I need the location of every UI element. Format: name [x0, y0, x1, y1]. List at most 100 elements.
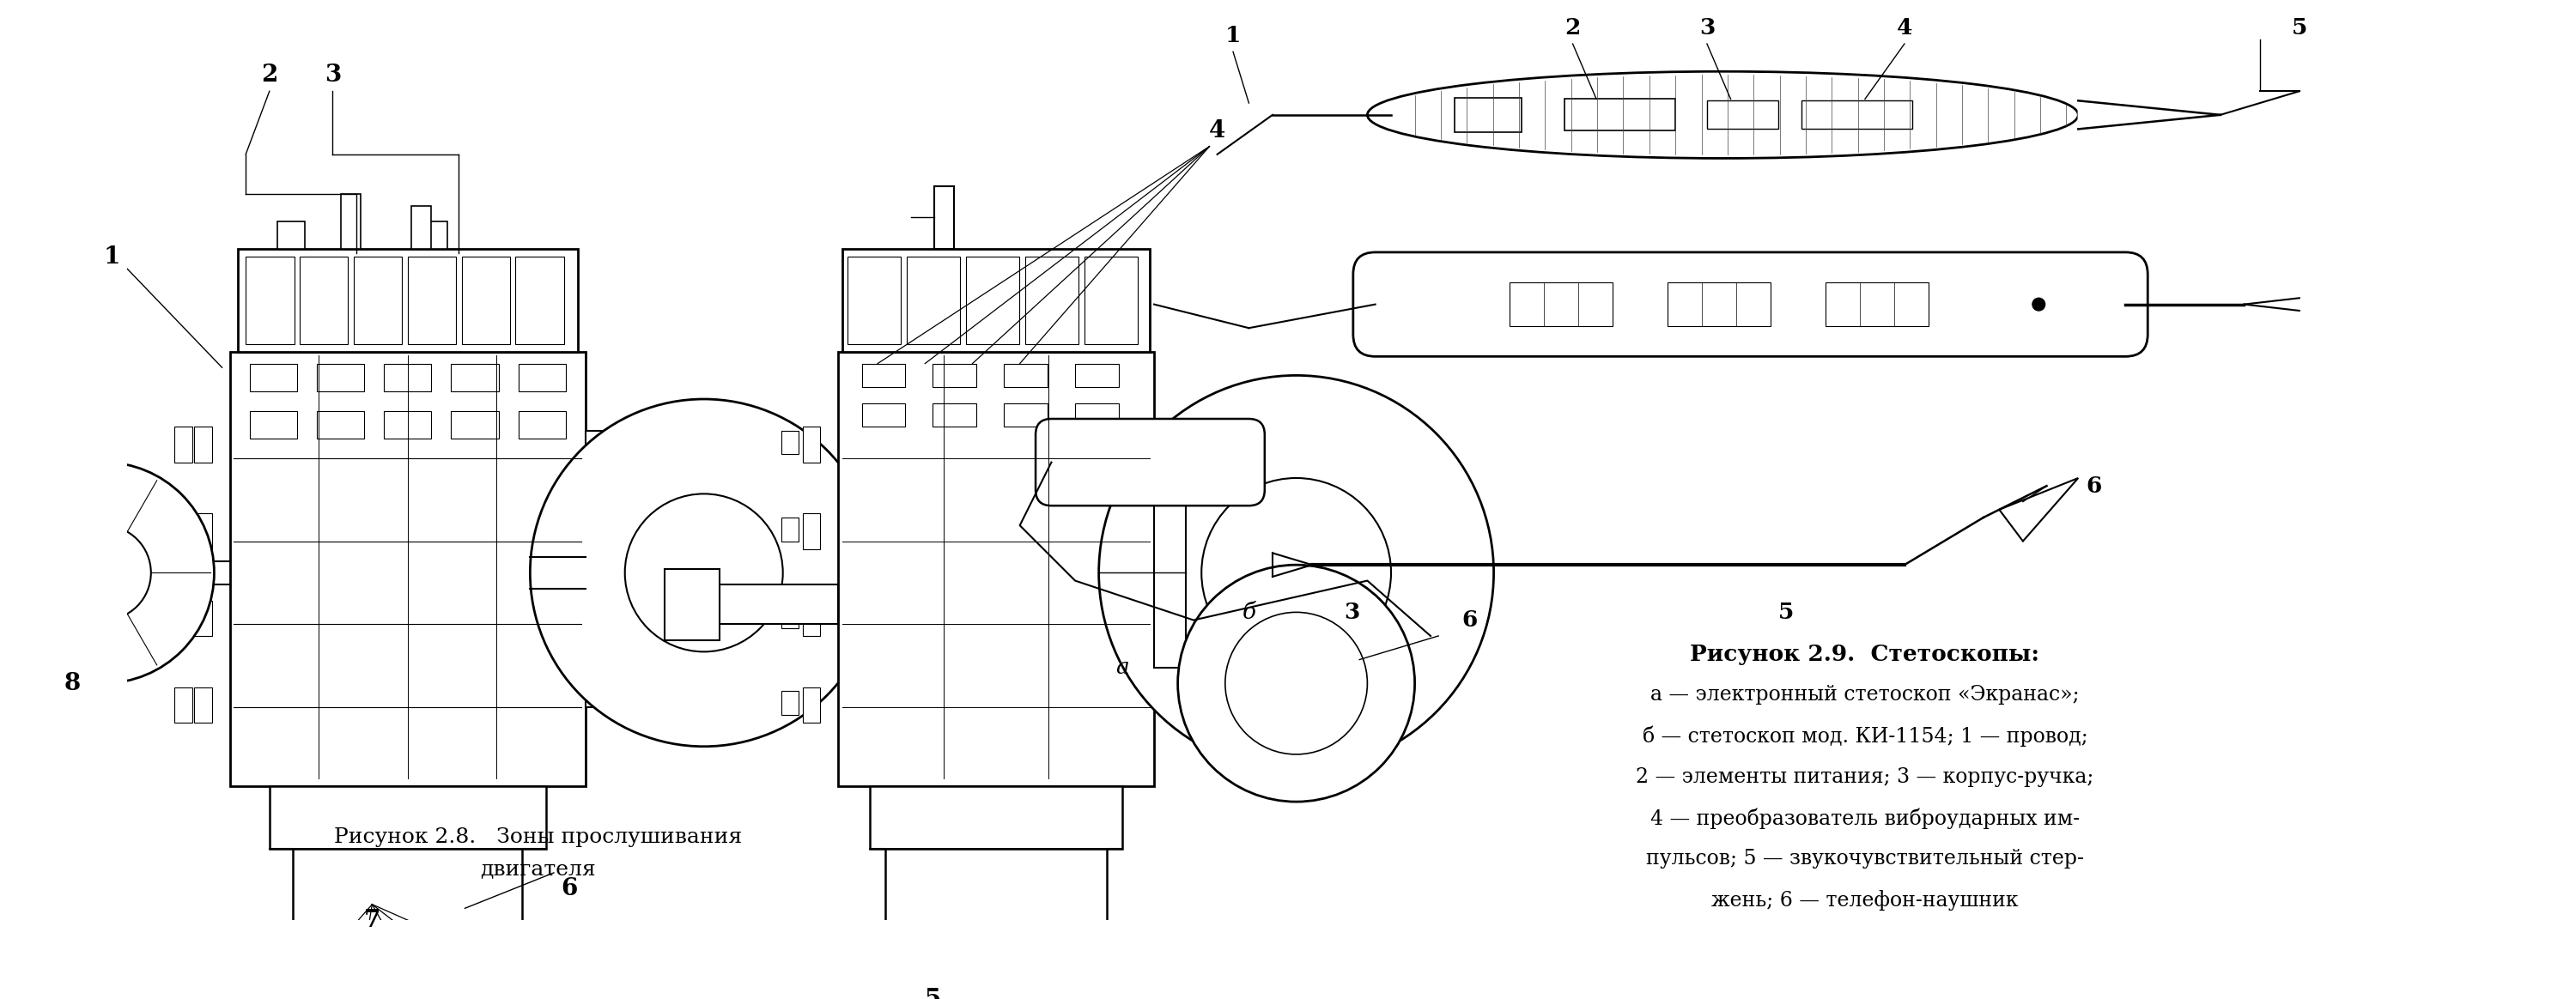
- Bar: [353, 257, 402, 344]
- Bar: [518, 411, 567, 439]
- Bar: [863, 403, 904, 427]
- Circle shape: [1226, 612, 1368, 754]
- Bar: [966, 257, 1020, 344]
- Bar: [781, 517, 799, 541]
- Bar: [781, 691, 799, 715]
- Bar: [665, 568, 719, 640]
- Circle shape: [626, 494, 783, 651]
- Bar: [1801, 101, 1911, 129]
- Text: 3: 3: [1345, 601, 1360, 623]
- Text: 4: 4: [1896, 17, 1911, 39]
- Bar: [1005, 403, 1048, 427]
- Bar: [907, 257, 961, 344]
- Bar: [461, 257, 510, 344]
- Text: 4 — преобразователь виброударных им-: 4 — преобразователь виброударных им-: [1651, 808, 2079, 829]
- Ellipse shape: [1368, 72, 2079, 158]
- Bar: [294, 849, 523, 967]
- Text: 1: 1: [1226, 25, 1242, 47]
- Bar: [278, 222, 304, 249]
- Bar: [781, 604, 799, 628]
- Bar: [193, 513, 211, 549]
- Bar: [719, 584, 837, 624]
- Bar: [1084, 257, 1139, 344]
- Bar: [837, 352, 1154, 786]
- Text: 6: 6: [1463, 609, 1479, 630]
- Polygon shape: [1999, 479, 2079, 541]
- Bar: [886, 849, 1108, 967]
- Bar: [250, 364, 296, 392]
- Text: 6: 6: [562, 877, 577, 900]
- Bar: [804, 427, 819, 463]
- Bar: [1074, 403, 1118, 427]
- Text: Рисунок 2.8.   Зоны прослушивания: Рисунок 2.8. Зоны прослушивания: [335, 827, 742, 847]
- Bar: [1826, 283, 1929, 327]
- Bar: [518, 364, 567, 392]
- Circle shape: [2032, 298, 2045, 311]
- Bar: [175, 600, 193, 636]
- Bar: [193, 600, 211, 636]
- Bar: [1564, 99, 1674, 131]
- Bar: [804, 513, 819, 549]
- Polygon shape: [2079, 101, 2221, 129]
- Text: 1: 1: [103, 246, 121, 269]
- Text: 5: 5: [1777, 601, 1793, 623]
- Text: двигателя: двигателя: [479, 859, 595, 879]
- Bar: [420, 222, 448, 249]
- Bar: [848, 257, 902, 344]
- Text: 5: 5: [2293, 17, 2308, 39]
- Circle shape: [1177, 564, 1414, 802]
- Text: 6: 6: [2087, 476, 2102, 497]
- Circle shape: [1200, 479, 1391, 667]
- Bar: [175, 513, 193, 549]
- Bar: [1154, 479, 1185, 667]
- Text: а: а: [1115, 656, 1128, 678]
- Text: 3: 3: [325, 64, 340, 87]
- Bar: [804, 687, 819, 722]
- Bar: [804, 600, 819, 636]
- Bar: [193, 687, 211, 722]
- Circle shape: [0, 463, 214, 683]
- Bar: [237, 249, 577, 352]
- Bar: [451, 364, 500, 392]
- Bar: [384, 364, 430, 392]
- Bar: [175, 687, 193, 722]
- Text: б: б: [1242, 601, 1255, 623]
- Bar: [175, 427, 193, 463]
- FancyBboxPatch shape: [1036, 419, 1265, 505]
- Circle shape: [531, 399, 878, 746]
- Text: 8: 8: [64, 671, 80, 695]
- Bar: [1510, 283, 1613, 327]
- FancyBboxPatch shape: [1352, 252, 2148, 357]
- Circle shape: [1100, 376, 1494, 770]
- Bar: [193, 427, 211, 463]
- Text: 7: 7: [363, 908, 381, 932]
- Bar: [407, 257, 456, 344]
- Bar: [515, 257, 564, 344]
- Bar: [935, 186, 953, 249]
- Bar: [250, 411, 296, 439]
- Bar: [1025, 257, 1079, 344]
- Bar: [871, 786, 1123, 849]
- Bar: [1455, 98, 1522, 132]
- Text: 4: 4: [1208, 119, 1226, 142]
- Text: жень; 6 — телефон-наушник: жень; 6 — телефон-наушник: [1710, 890, 2020, 911]
- Circle shape: [57, 525, 152, 620]
- Text: 2: 2: [260, 64, 278, 87]
- Text: а — электронный стетоскоп «Экранас»;: а — электронный стетоскоп «Экранас»;: [1651, 685, 2079, 704]
- Bar: [229, 352, 585, 786]
- Bar: [412, 206, 430, 249]
- Bar: [384, 411, 430, 439]
- Text: Рисунок 2.9.  Стетоскопы:: Рисунок 2.9. Стетоскопы:: [1690, 643, 2040, 665]
- Bar: [317, 364, 363, 392]
- Bar: [245, 257, 294, 344]
- Bar: [299, 257, 348, 344]
- Bar: [1005, 364, 1048, 388]
- Bar: [933, 403, 976, 427]
- Bar: [1667, 283, 1770, 327]
- Text: б — стетоскоп мод. КИ-1154; 1 — провод;: б — стетоскоп мод. КИ-1154; 1 — провод;: [1643, 726, 2087, 747]
- Text: 3: 3: [1700, 17, 1716, 39]
- Bar: [781, 431, 799, 455]
- Bar: [317, 411, 363, 439]
- Bar: [842, 249, 1149, 352]
- Bar: [270, 786, 546, 849]
